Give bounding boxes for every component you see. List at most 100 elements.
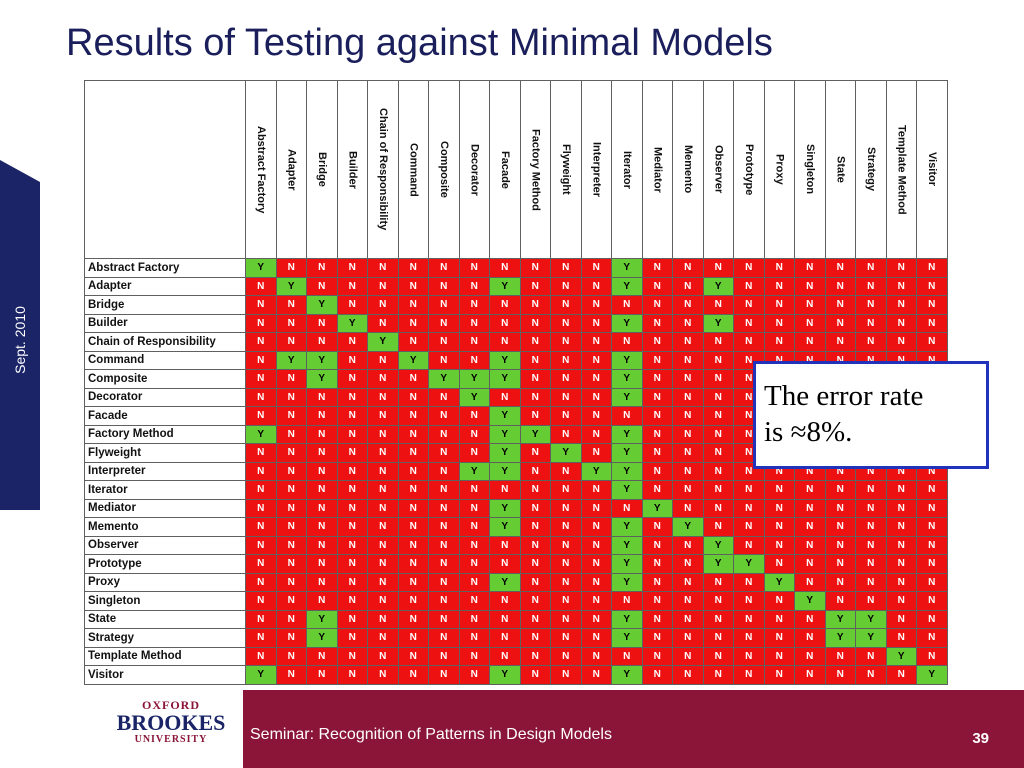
table-cell: N xyxy=(763,535,795,555)
table-cell: N xyxy=(702,406,734,426)
table-row: Bridge N N Y N N N N N N N N N N N N N N N N N N N N xyxy=(84,295,948,315)
table-cell: N xyxy=(641,387,673,407)
table-cell: N xyxy=(397,295,429,315)
table-cell: N xyxy=(550,350,582,370)
table-cell: N xyxy=(306,332,338,352)
table-cell: N xyxy=(855,332,887,352)
table-cell: N xyxy=(367,554,399,574)
table-cell: N xyxy=(275,332,307,352)
table-cell: N xyxy=(672,332,704,352)
table-cell: N xyxy=(458,609,490,629)
table-cell: N xyxy=(733,498,765,518)
table-cell: N xyxy=(245,480,277,500)
table-cell: Y xyxy=(306,350,338,370)
table-cell: N xyxy=(519,591,551,611)
table-cell: N xyxy=(275,480,307,500)
table-cell: N xyxy=(519,609,551,629)
table-cell: N xyxy=(824,258,856,278)
table-cell: N xyxy=(550,535,582,555)
table-cell: N xyxy=(824,572,856,592)
column-header-label: Iterator xyxy=(620,150,633,189)
table-row: Strategy N N Y N N N N N N N N N Y N N N N N N Y Y N N xyxy=(84,628,948,648)
table-cell: N xyxy=(397,665,429,685)
table-cell: N xyxy=(275,498,307,518)
table-cell: N xyxy=(397,387,429,407)
table-cell: N xyxy=(245,609,277,629)
table-cell: Y xyxy=(611,258,643,278)
table-cell: N xyxy=(641,480,673,500)
table-cell: N xyxy=(245,498,277,518)
table-cell: N xyxy=(367,350,399,370)
table-cell: N xyxy=(580,646,612,666)
table-cell: Y xyxy=(458,369,490,389)
table-cell: N xyxy=(916,628,948,648)
table-cell: N xyxy=(367,646,399,666)
table-cell: N xyxy=(275,295,307,315)
table-row: Builder N N N Y N N N N N N N N Y N N Y N N N N N N N xyxy=(84,313,948,333)
callout-line-1: The error rate xyxy=(764,380,924,412)
table-cell: N xyxy=(794,572,826,592)
table-cell: N xyxy=(397,646,429,666)
side-date-text: Sept. 2010 xyxy=(12,306,29,374)
table-cell: N xyxy=(489,313,521,333)
table-cell: N xyxy=(641,572,673,592)
table-cell: N xyxy=(916,295,948,315)
table-cell: N xyxy=(916,535,948,555)
table-cell: N xyxy=(611,591,643,611)
table-cell: Y xyxy=(580,461,612,481)
table-cell: N xyxy=(641,554,673,574)
table-cell: N xyxy=(702,498,734,518)
table-cell: N xyxy=(702,628,734,648)
column-header: Strategy xyxy=(855,80,887,259)
table-cell: N xyxy=(519,461,551,481)
table-cell: N xyxy=(885,628,917,648)
row-label: Interpreter xyxy=(84,461,246,481)
table-cell: N xyxy=(885,665,917,685)
table-cell: N xyxy=(397,609,429,629)
table-cell: N xyxy=(519,535,551,555)
table-cell: N xyxy=(245,332,277,352)
column-header-label: Strategy xyxy=(864,147,877,192)
row-label: Visitor xyxy=(84,665,246,685)
table-cell: N xyxy=(519,369,551,389)
table-cell: N xyxy=(519,276,551,296)
table-cell: N xyxy=(397,406,429,426)
table-cell: N xyxy=(550,276,582,296)
table-cell: N xyxy=(367,443,399,463)
table-cell: N xyxy=(794,646,826,666)
table-cell: Y xyxy=(611,350,643,370)
table-cell: Y xyxy=(855,609,887,629)
table-cell: N xyxy=(367,480,399,500)
table-cell: N xyxy=(519,554,551,574)
column-header: State xyxy=(824,80,856,259)
table-cell: Y xyxy=(489,369,521,389)
table-cell: N xyxy=(763,276,795,296)
table-cell: N xyxy=(428,276,460,296)
table-cell: Y xyxy=(458,387,490,407)
table-cell: N xyxy=(733,258,765,278)
table-cell: N xyxy=(306,646,338,666)
table-cell: N xyxy=(672,258,704,278)
table-cell: N xyxy=(611,332,643,352)
table-cell: Y xyxy=(489,406,521,426)
table-cell: N xyxy=(855,313,887,333)
table-cell: N xyxy=(611,295,643,315)
table-cell: N xyxy=(550,609,582,629)
row-label: Adapter xyxy=(84,276,246,296)
table-cell: Y xyxy=(611,461,643,481)
table-cell: N xyxy=(702,258,734,278)
table-cell: N xyxy=(245,406,277,426)
table-cell: N xyxy=(550,628,582,648)
error-rate-callout: The error rate is ≈8%. xyxy=(753,361,989,469)
table-cell: Y xyxy=(885,646,917,666)
table-cell: N xyxy=(550,424,582,444)
table-cell: N xyxy=(580,517,612,537)
table-cell: N xyxy=(702,517,734,537)
table-cell: N xyxy=(336,591,368,611)
table-cell: Y xyxy=(611,628,643,648)
table-row: Iterator N N N N N N N N N N N N Y N N N N N N N N N N xyxy=(84,480,948,500)
table-cell: N xyxy=(855,665,887,685)
table-cell: N xyxy=(641,461,673,481)
table-cell: N xyxy=(702,609,734,629)
table-cell: N xyxy=(550,572,582,592)
